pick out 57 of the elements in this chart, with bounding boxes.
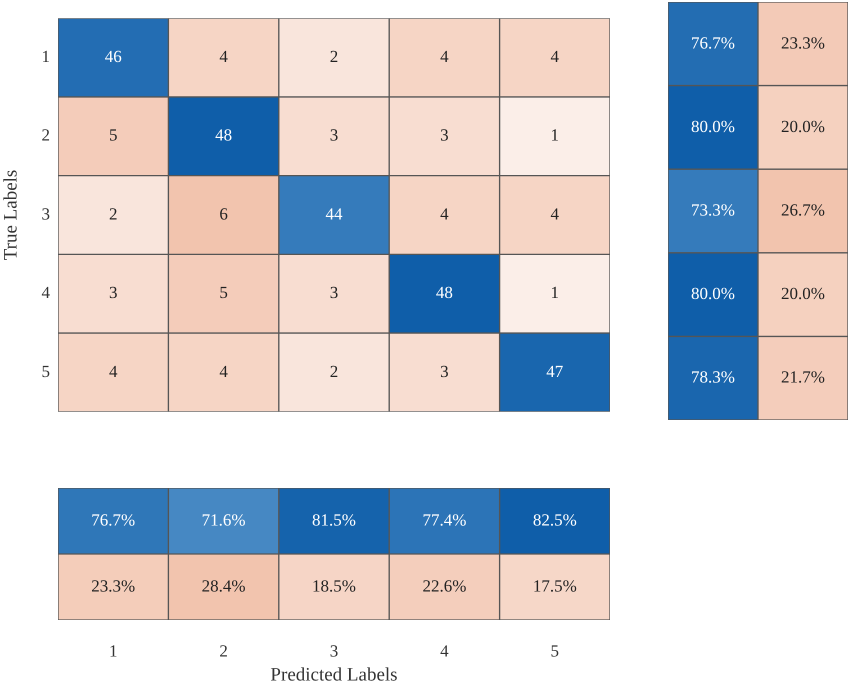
data-label: 3 (440, 362, 449, 381)
data-label: 44 (326, 204, 343, 224)
data-label: 78.3% (691, 368, 735, 387)
data-label: 4 (108, 362, 118, 381)
data-label: 4 (219, 47, 228, 66)
data-label: 71.6% (202, 510, 246, 530)
x-tick-label: 5 (550, 642, 560, 661)
data-label: 6 (219, 204, 228, 224)
data-label: 2 (330, 47, 338, 66)
data-label: 81.5% (312, 510, 356, 530)
data-label: 3 (440, 126, 449, 145)
x-axis-title: Predicted Labels (270, 664, 398, 686)
data-label: 22.6% (422, 576, 466, 596)
x-tick-label: 2 (219, 642, 228, 661)
y-axis-title: True Labels (0, 170, 22, 260)
data-label: 17.5% (532, 576, 577, 596)
x-tick-label: 3 (330, 642, 338, 661)
data-label: 46 (104, 47, 122, 66)
data-label: 2 (108, 204, 118, 224)
data-label: 48 (436, 283, 453, 302)
y-tick-label: 2 (42, 126, 50, 145)
data-label: 26.7% (781, 200, 825, 220)
data-label: 3 (330, 283, 338, 302)
data-label: 76.7% (91, 510, 136, 530)
data-label: 1 (550, 283, 560, 302)
data-label: 80.0% (691, 284, 735, 304)
data-label: 3 (108, 283, 118, 302)
data-label: 4 (440, 204, 450, 224)
data-label: 20.0% (781, 284, 825, 304)
data-label: 2 (330, 362, 338, 381)
data-label: 4 (550, 47, 560, 66)
x-tick-label: 4 (440, 642, 450, 661)
data-label: 77.4% (422, 510, 466, 530)
data-label: 5 (108, 126, 118, 145)
data-label: 21.7% (781, 368, 825, 387)
data-label: 80.0% (691, 116, 735, 136)
data-label: 23.3% (781, 33, 825, 52)
data-label: 4 (550, 204, 560, 224)
data-label: 4 (219, 362, 228, 381)
data-label: 18.5% (312, 576, 356, 596)
data-label: 48 (215, 126, 232, 145)
data-label: 4 (440, 47, 450, 66)
data-label: 76.7% (691, 33, 735, 52)
data-label: 3 (330, 126, 338, 145)
y-tick-label: 5 (42, 362, 50, 381)
data-label: 1 (550, 126, 560, 145)
data-label: 47 (546, 362, 564, 381)
data-label: 5 (219, 283, 228, 302)
data-label: 20.0% (781, 116, 825, 136)
data-label: 28.4% (202, 576, 246, 596)
data-label: 82.5% (532, 510, 577, 530)
x-tick-label: 1 (108, 642, 118, 661)
data-label: 23.3% (91, 576, 136, 596)
data-label: 73.3% (691, 200, 735, 220)
y-tick-label: 4 (42, 283, 50, 302)
y-tick-label: 3 (42, 204, 50, 224)
y-tick-label: 1 (42, 47, 50, 66)
